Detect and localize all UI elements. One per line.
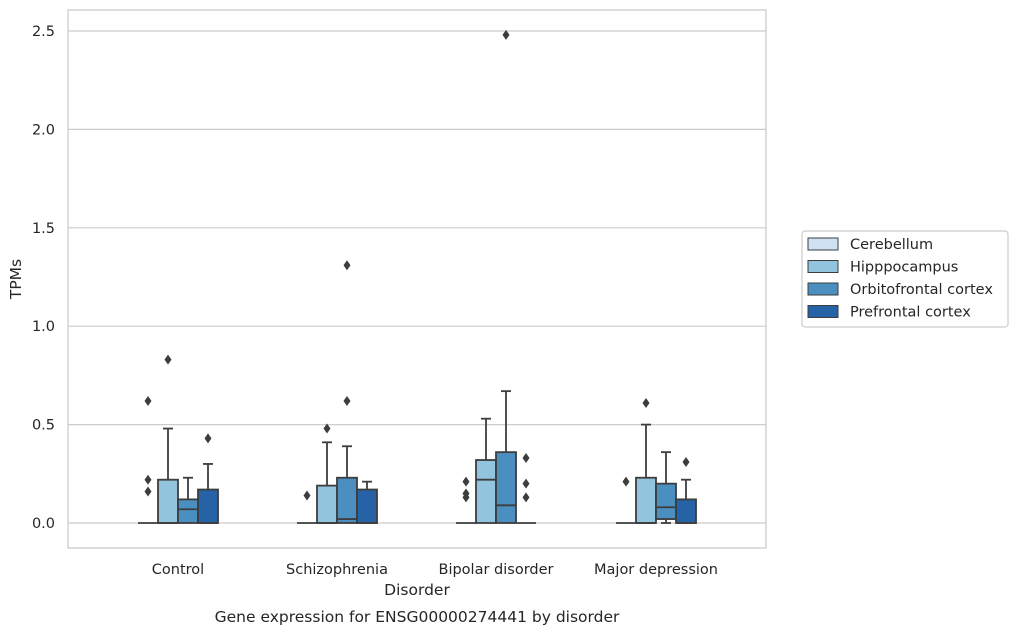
box	[675, 456, 697, 524]
outlier-point	[462, 492, 470, 503]
box-body	[316, 484, 338, 524]
x-tick-label: Control	[152, 562, 204, 578]
y-tick-label: 1.0	[32, 319, 55, 335]
box	[516, 453, 536, 524]
outlier-point	[144, 486, 152, 497]
box-body	[336, 476, 358, 524]
outlier-point	[522, 478, 530, 489]
outlier-point	[204, 433, 212, 444]
outlier-point	[343, 260, 351, 271]
outlier-point	[522, 492, 530, 503]
box	[475, 417, 497, 524]
series-prefrontal-cortex	[197, 433, 697, 524]
box	[456, 476, 476, 524]
outlier-point	[343, 395, 351, 406]
outlier-point	[522, 453, 530, 464]
box	[316, 423, 338, 524]
box	[356, 480, 378, 524]
series-hipppocampus	[157, 354, 657, 524]
series-orbitofrontal-cortex	[177, 29, 677, 524]
box-series	[138, 29, 697, 524]
legend-swatch	[807, 305, 839, 318]
x-tick-label: Major depression	[594, 562, 718, 578]
outlier-point	[642, 397, 650, 408]
box-body	[495, 451, 517, 524]
box-body	[655, 482, 677, 520]
y-tick-label: 1.5	[32, 221, 55, 237]
legend-entry: Hipppocampus	[850, 260, 958, 276]
outlier-point	[462, 476, 470, 487]
y-axis-ticks: 0.0 0.5 1.0 1.5 2.0 2.5	[32, 24, 55, 532]
box-body	[675, 498, 697, 524]
gridlines	[68, 30, 766, 524]
outlier-point	[144, 395, 152, 406]
y-axis-label: TPMs	[7, 259, 25, 300]
legend-entry: Prefrontal cortex	[850, 305, 971, 321]
chart-title: Gene expression for ENSG00000274441 by d…	[215, 608, 620, 626]
box	[495, 29, 517, 524]
legend: Cerebellum Hipppocampus Orbitofrontal cort…	[801, 230, 1009, 328]
plot-frame	[67, 9, 767, 549]
y-tick-label: 0.5	[32, 418, 55, 434]
legend-entry: Orbitofrontal cortex	[850, 282, 993, 298]
box-body	[197, 488, 219, 524]
outlier-point	[682, 456, 690, 467]
legend-swatch	[807, 237, 839, 251]
outlier-point	[323, 423, 331, 434]
y-tick-label: 2.5	[32, 24, 55, 40]
x-tick-label: Schizophrenia	[286, 562, 388, 578]
box	[655, 451, 677, 524]
box	[197, 433, 219, 524]
box	[336, 260, 358, 524]
y-tick-label: 2.0	[32, 122, 55, 138]
y-tick-label: 0.0	[32, 516, 55, 532]
outlier-point	[303, 490, 311, 501]
outlier-point	[622, 476, 630, 487]
series-cerebellum	[138, 395, 636, 524]
box-body	[177, 498, 199, 524]
box	[616, 476, 636, 524]
box	[297, 490, 317, 524]
box-body	[475, 459, 497, 524]
box-body	[356, 488, 378, 524]
box-body	[635, 476, 657, 524]
box-body	[157, 478, 179, 524]
box	[635, 397, 657, 524]
box	[177, 476, 199, 524]
box	[138, 395, 158, 524]
outlier-point	[164, 354, 172, 365]
x-axis-ticks: Control Schizophrenia Bipolar disorder Majo…	[152, 562, 718, 578]
legend-frame	[801, 230, 1009, 328]
legend-swatch	[807, 282, 839, 296]
outlier-point	[144, 474, 152, 485]
legend-swatch	[807, 260, 839, 273]
x-axis-label: Disorder	[384, 581, 450, 599]
outlier-point	[502, 29, 510, 40]
legend-entry: Cerebellum	[850, 237, 933, 253]
box	[157, 354, 179, 524]
x-tick-label: Bipolar disorder	[439, 562, 554, 578]
